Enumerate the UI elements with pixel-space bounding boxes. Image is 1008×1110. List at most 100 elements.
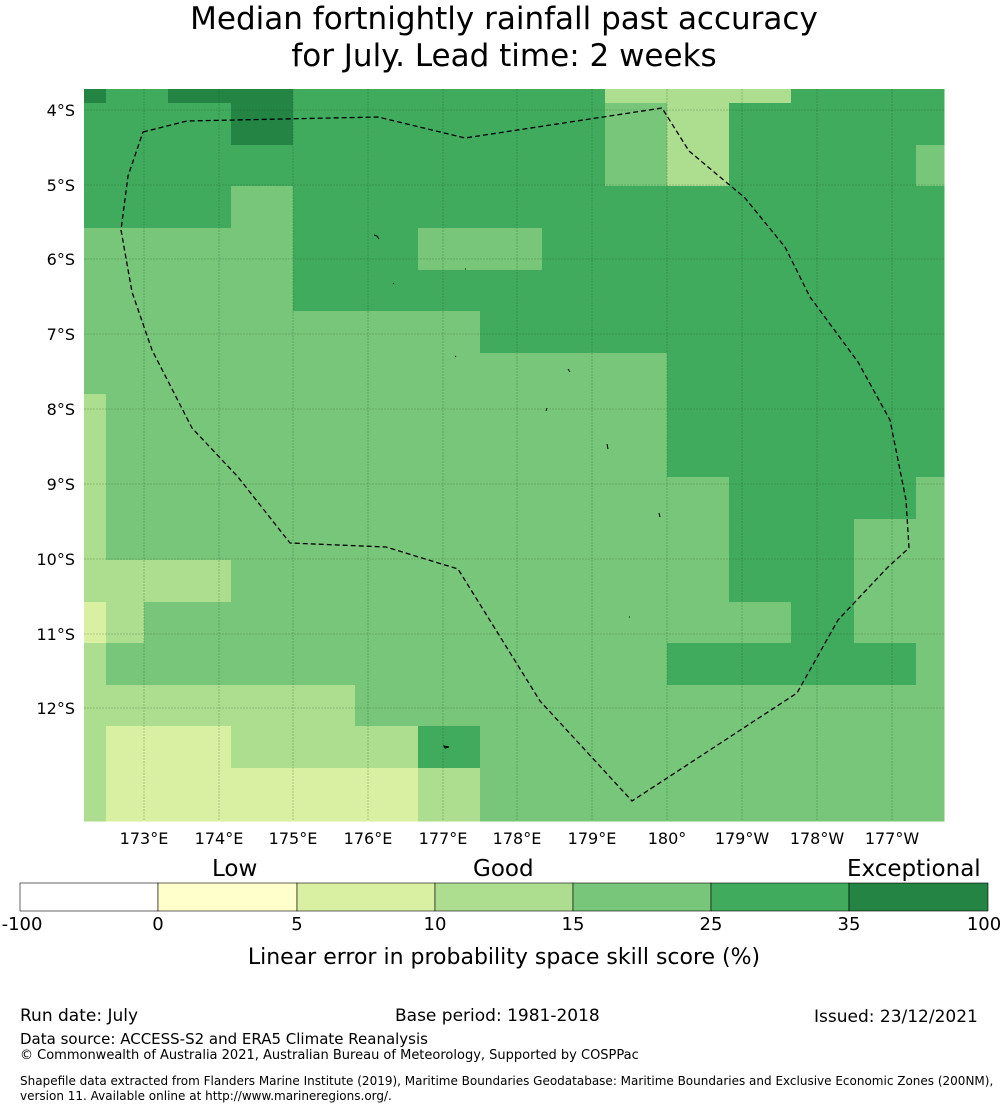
grid-cell — [231, 394, 294, 437]
grid-cell — [168, 311, 232, 354]
grid-cell — [542, 145, 606, 187]
longitude-label: 177°W — [865, 829, 920, 848]
grid-cell — [916, 186, 945, 229]
run-date: Run date: July — [20, 1006, 139, 1026]
grid-cell — [542, 519, 606, 561]
grid-cell — [605, 809, 668, 822]
grid-cell — [84, 768, 107, 810]
grid-cell — [667, 228, 730, 271]
grid-cell — [355, 270, 419, 312]
grid-cell — [293, 519, 356, 561]
grid-cell — [480, 353, 543, 395]
grid-cell — [293, 477, 356, 520]
colorbar-tick-label: 15 — [561, 914, 585, 935]
longitude-label: 179°E — [568, 829, 617, 848]
grid-cell — [791, 477, 855, 520]
grid-cell — [667, 768, 730, 810]
grid-cell — [729, 809, 792, 822]
grid-cell — [667, 394, 730, 437]
grid-cell — [106, 602, 145, 644]
grid-cell — [84, 270, 107, 312]
grid-cell — [84, 519, 107, 561]
grid-cell — [84, 477, 107, 520]
grid-cell — [355, 560, 419, 603]
grid-cell — [729, 436, 792, 478]
grid-cell — [729, 519, 792, 561]
latitude-labels: 4°S 5°S 6°S 7°S 8°S 9°S 10°S 11°S 12°S — [36, 101, 75, 718]
grid-cell — [729, 353, 792, 395]
grid-cell — [106, 436, 145, 478]
grid-cell — [418, 353, 481, 395]
grid-cell — [729, 560, 792, 603]
grid-cell — [106, 685, 145, 727]
longitude-labels: 173°E 174°E 175°E 176°E 177°E 178°E 179°E 180° 1… — [120, 829, 920, 848]
grid-cell — [667, 809, 730, 822]
grid-cell — [231, 145, 294, 187]
grid-cell — [293, 311, 356, 354]
grid-cell — [168, 643, 232, 686]
grid-cell — [144, 89, 169, 104]
grid-cell — [480, 436, 543, 478]
grid-cell — [667, 311, 730, 354]
grid-cell — [418, 436, 481, 478]
grid-cell — [168, 228, 232, 271]
grid-cell — [667, 145, 730, 187]
grid-cell — [542, 602, 606, 644]
longitude-label: 177°E — [419, 829, 468, 848]
grid-cell — [854, 685, 917, 727]
grid-cell — [729, 103, 792, 146]
grid-cell — [729, 768, 792, 810]
grid-cell — [729, 477, 792, 520]
grid-cell — [791, 809, 855, 822]
grid-cell — [480, 560, 543, 603]
grid-cell — [605, 602, 668, 644]
grid-cell — [84, 311, 107, 354]
grid-cell — [605, 560, 668, 603]
shapefile-credit-line-2: version 11. Available online at http://w… — [20, 1089, 392, 1103]
grid-cell — [605, 270, 668, 312]
island-outline — [373, 234, 380, 240]
grid-cell — [106, 519, 145, 561]
grid-cell — [605, 145, 668, 187]
grid-cell — [293, 768, 356, 810]
latitude-label: 12°S — [36, 699, 75, 718]
grid-cell — [542, 394, 606, 437]
grid-cell — [916, 311, 945, 354]
grid-cell — [355, 768, 419, 810]
grid-cell — [293, 560, 356, 603]
grid-cell — [605, 519, 668, 561]
grid-cell — [667, 436, 730, 478]
grid-cell — [106, 809, 145, 822]
grid-cell — [542, 685, 606, 727]
grid-cell — [355, 353, 419, 395]
grid-cell — [293, 145, 356, 187]
grid-cell — [144, 519, 169, 561]
grid-cell — [854, 436, 917, 478]
grid-cell — [355, 89, 419, 104]
grid-cell — [605, 228, 668, 271]
grid-cell — [729, 394, 792, 437]
longitude-label: 178°W — [790, 829, 845, 848]
latitude-label: 7°S — [47, 325, 75, 344]
grid-cell — [791, 768, 855, 810]
grid-cell — [916, 145, 945, 187]
grid-cell — [168, 726, 232, 769]
grid-cell — [916, 726, 945, 769]
colorbar — [19, 882, 989, 912]
grid-cell — [168, 602, 232, 644]
grid-cell — [605, 186, 668, 229]
grid-cell — [667, 726, 730, 769]
shapefile-credit-line-1: Shapefile data extracted from Flanders M… — [20, 1074, 994, 1088]
grid-cell — [854, 560, 917, 603]
colorbar-category-low: Low — [212, 856, 258, 882]
grid-cell — [542, 311, 606, 354]
grid-cell — [916, 436, 945, 478]
data-source: Data source: ACCESS-S2 and ERA5 Climate … — [20, 1030, 428, 1048]
latitude-label: 9°S — [47, 475, 75, 494]
grid-cell — [791, 353, 855, 395]
grid-cell — [667, 519, 730, 561]
colorbar-tick-label: 35 — [837, 914, 861, 935]
grid-cell — [231, 768, 294, 810]
grid-cell — [106, 726, 145, 769]
grid-cell — [231, 809, 294, 822]
